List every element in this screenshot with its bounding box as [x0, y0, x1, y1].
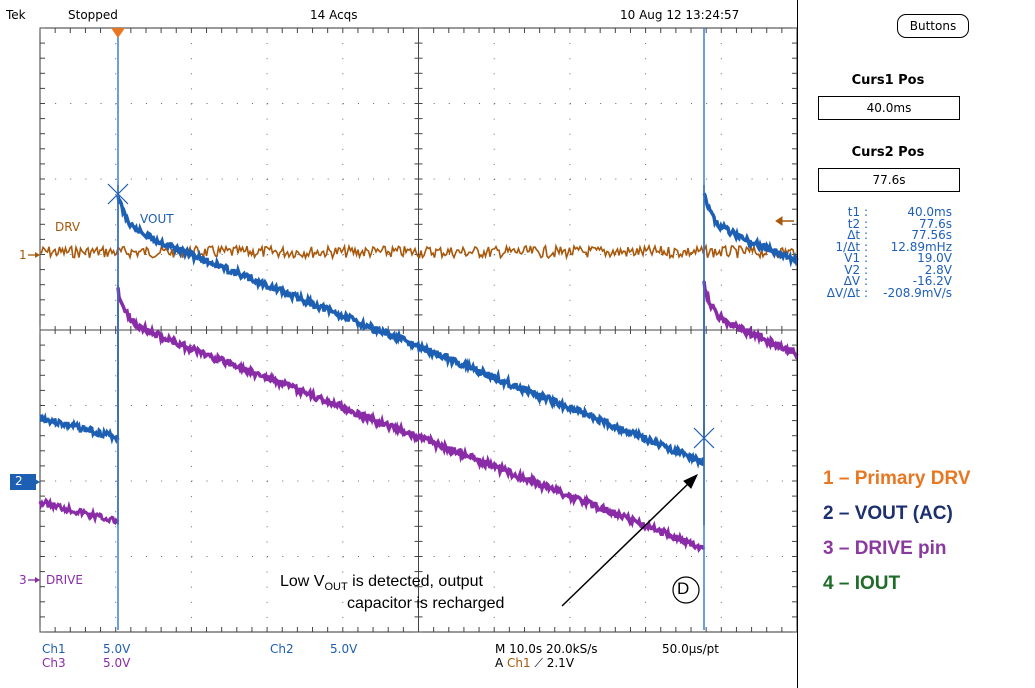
- measurement-row: V2 : 2.8V: [808, 262, 952, 277]
- legend-ch4: 4 – IOUT: [823, 573, 901, 594]
- measurement-row: t2 : 77.6s: [808, 216, 952, 231]
- measurement-row: 1/Δt : 12.89mHz: [808, 239, 952, 254]
- drive-trace-label: DRIVE: [46, 573, 83, 587]
- legend-ch2: 2 – VOUT (AC): [823, 503, 953, 524]
- ch3-readout-scale: 5.0V: [103, 656, 131, 670]
- legend-ch3: 3 – DRIVE pin: [823, 538, 947, 559]
- cursor-measurements: t1 : 40.0ms t2 : 77.6s Δt : 77.56s 1/Δt : 12.89…: [808, 205, 952, 300]
- measurement-label: ΔV :: [843, 274, 868, 288]
- annotation-line-1: Low VOUT is detected, output: [280, 573, 483, 594]
- scope-display[interactable]: [0, 0, 800, 688]
- measurement-label: Δt :: [847, 228, 868, 242]
- legend-ch1: 1 – Primary DRV: [823, 468, 971, 489]
- measurement-label: V1 :: [844, 251, 868, 265]
- ch2-readout-name: Ch2: [270, 642, 294, 656]
- measurement-label: V2 :: [844, 262, 868, 277]
- curs2-title: Curs2 Pos: [851, 145, 925, 160]
- ch2-ground-marker: [10, 474, 40, 490]
- ch2-marker-label: 2: [15, 474, 23, 488]
- ch1-readout-scale: 5.0V: [103, 642, 131, 656]
- panel-divider: [797, 0, 798, 688]
- measurement-value: -208.9mV/s: [883, 285, 952, 300]
- vout-trace-label: VOUT: [140, 212, 174, 226]
- cursor-1-cross: [107, 183, 129, 205]
- measurement-row: ΔV/Δt : -208.9mV/s: [808, 285, 952, 300]
- date-time: 10 Aug 12 13:24:57: [620, 8, 740, 22]
- measurement-value: 12.89mHz: [890, 239, 952, 254]
- ch1-ground-marker: [28, 252, 40, 258]
- annotation-line-2: capacitor is recharged: [347, 595, 505, 612]
- measurement-label: t2 :: [847, 216, 868, 231]
- buttons-button[interactable]: Buttons: [897, 14, 969, 38]
- measurement-row: t1 : 40.0ms: [808, 205, 952, 219]
- measurement-value: -16.2V: [912, 274, 952, 288]
- ch1-marker-label: 1: [19, 248, 27, 262]
- measurement-row: V1 : 19.0V: [808, 251, 952, 265]
- curs1-position-field[interactable]: 40.0ms: [818, 96, 960, 120]
- brand-label: Tek: [6, 8, 26, 22]
- measurement-row: ΔV : -16.2V: [808, 274, 952, 288]
- event-marker-label: D: [677, 579, 690, 598]
- trigger-position-marker: [111, 28, 125, 38]
- measurement-label: 1/Δt :: [835, 239, 868, 254]
- measurement-label: t1 :: [847, 205, 868, 219]
- ch2-readout-scale: 5.0V: [330, 642, 358, 656]
- measurement-value: 40.0ms: [907, 205, 952, 219]
- measurement-value: 77.6s: [919, 216, 952, 231]
- trigger-level-arrow: [775, 216, 794, 226]
- trigger-readout: A Ch1 ⟋ 2.1V: [495, 656, 575, 670]
- measurement-value: 19.0V: [917, 251, 952, 265]
- measurement-row: Δt : 77.56s: [808, 228, 952, 242]
- cursor-2-cross: [693, 427, 715, 449]
- rising-edge-icon: ⟋: [534, 656, 543, 670]
- ch1-readout-name: Ch1: [42, 642, 66, 656]
- ch3-marker-label: 3: [19, 573, 27, 587]
- measurement-label: ΔV/Δt :: [826, 285, 868, 300]
- acq-count: 14 Acqs: [310, 8, 358, 22]
- drv-trace-label: DRV: [55, 220, 81, 234]
- curs2-position-field[interactable]: 77.6s: [818, 168, 960, 192]
- curs1-title: Curs1 Pos: [851, 73, 925, 88]
- measurement-value: 2.8V: [924, 262, 952, 277]
- annotation-arrow: [561, 473, 699, 607]
- sample-interval-readout: 50.0µs/pt: [662, 642, 719, 656]
- timebase-readout: M 10.0s 20.0kS/s: [495, 642, 598, 656]
- measurement-value: 77.56s: [911, 228, 952, 242]
- acq-state: Stopped: [68, 8, 118, 22]
- ch3-ground-marker: [28, 577, 40, 583]
- event-marker-circle: [672, 576, 700, 604]
- ch3-readout-name: Ch3: [42, 656, 66, 670]
